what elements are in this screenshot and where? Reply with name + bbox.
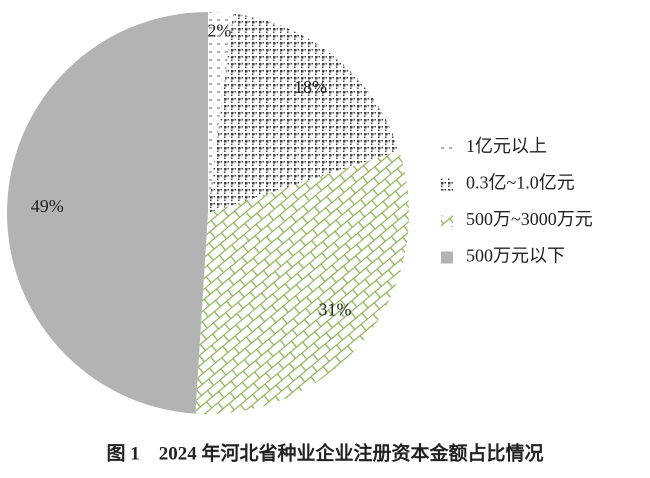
data-label: 49% — [31, 196, 64, 216]
legend-label: 1亿元以上 — [466, 136, 547, 156]
legend-marker — [441, 251, 453, 264]
data-label: 31% — [319, 300, 352, 320]
data-label: 2% — [207, 21, 231, 41]
legend-marker — [441, 215, 453, 227]
data-label: 18% — [294, 77, 327, 97]
pie-slice — [195, 150, 409, 415]
pie-slice — [208, 12, 234, 213]
legend-label: 500万元以下 — [466, 246, 565, 266]
legend-label: 0.3亿~1.0亿元 — [466, 173, 575, 193]
pie-slice — [7, 12, 209, 414]
pie-slice — [208, 13, 400, 213]
legend-marker — [441, 142, 453, 154]
legend-label: 500万~3000万元 — [466, 209, 593, 229]
legend-marker — [441, 178, 453, 191]
chart-title: 图 1 2024 年河北省种业企业注册资本金额占比情况 — [106, 441, 543, 464]
